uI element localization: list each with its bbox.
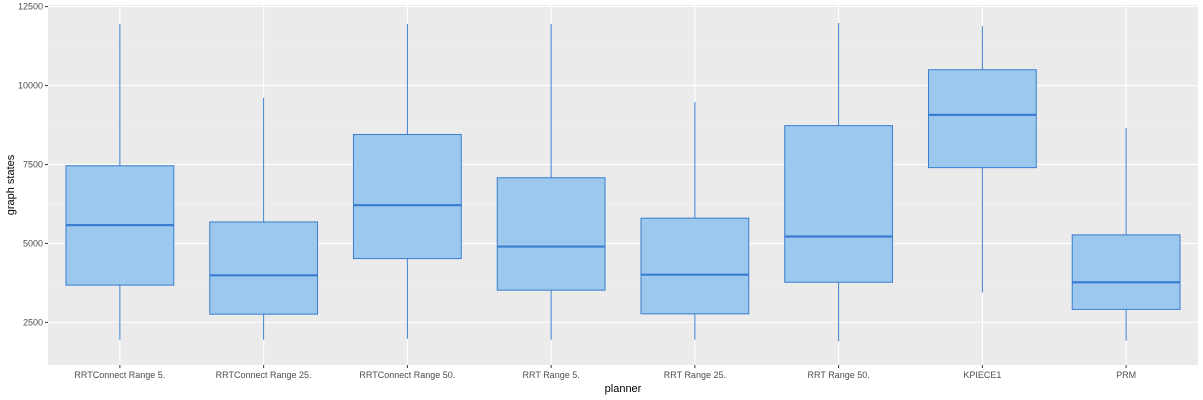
x-axis-title: planner	[605, 383, 642, 395]
box-6	[784, 23, 894, 342]
box-5	[640, 101, 750, 340]
x-tick-label: RRTConnect Range 25.	[216, 370, 312, 380]
box-8	[1071, 128, 1181, 341]
box-iqr	[352, 133, 462, 260]
x-tick-label: PRM	[1116, 370, 1136, 380]
y-tick-label: 2500	[23, 317, 43, 327]
x-tick-label: RRTConnect Range 5.	[74, 370, 165, 380]
box-iqr	[640, 217, 750, 315]
box-iqr	[209, 221, 319, 315]
box-3	[352, 23, 462, 339]
y-axis-ticks: 2500 5000 7500 10000 12500	[18, 2, 48, 327]
y-tick-label: 5000	[23, 238, 43, 248]
box-1	[65, 23, 175, 340]
x-tick-label: RRT Range 50.	[808, 370, 870, 380]
y-axis-title: graph states	[5, 154, 17, 215]
y-tick-label: 10000	[18, 81, 43, 91]
box-4	[496, 23, 606, 340]
y-tick-label: 7500	[23, 159, 43, 169]
x-tick-label: RRTConnect Range 50.	[359, 370, 455, 380]
x-tick-label: RRT Range 25.	[664, 370, 726, 380]
box-7	[927, 26, 1037, 293]
box-iqr	[784, 125, 894, 283]
x-tick-label: KPIECE1	[963, 370, 1001, 380]
box-iqr	[496, 177, 606, 291]
box-iqr	[927, 69, 1037, 169]
box-iqr	[1071, 234, 1181, 310]
boxes	[65, 23, 1181, 342]
box-2	[209, 97, 319, 340]
x-axis-ticks: RRTConnect Range 5. RRTConnect Range 25. R…	[74, 365, 1136, 380]
y-tick-label: 12500	[18, 2, 43, 12]
x-tick-label: RRT Range 5.	[523, 370, 580, 380]
